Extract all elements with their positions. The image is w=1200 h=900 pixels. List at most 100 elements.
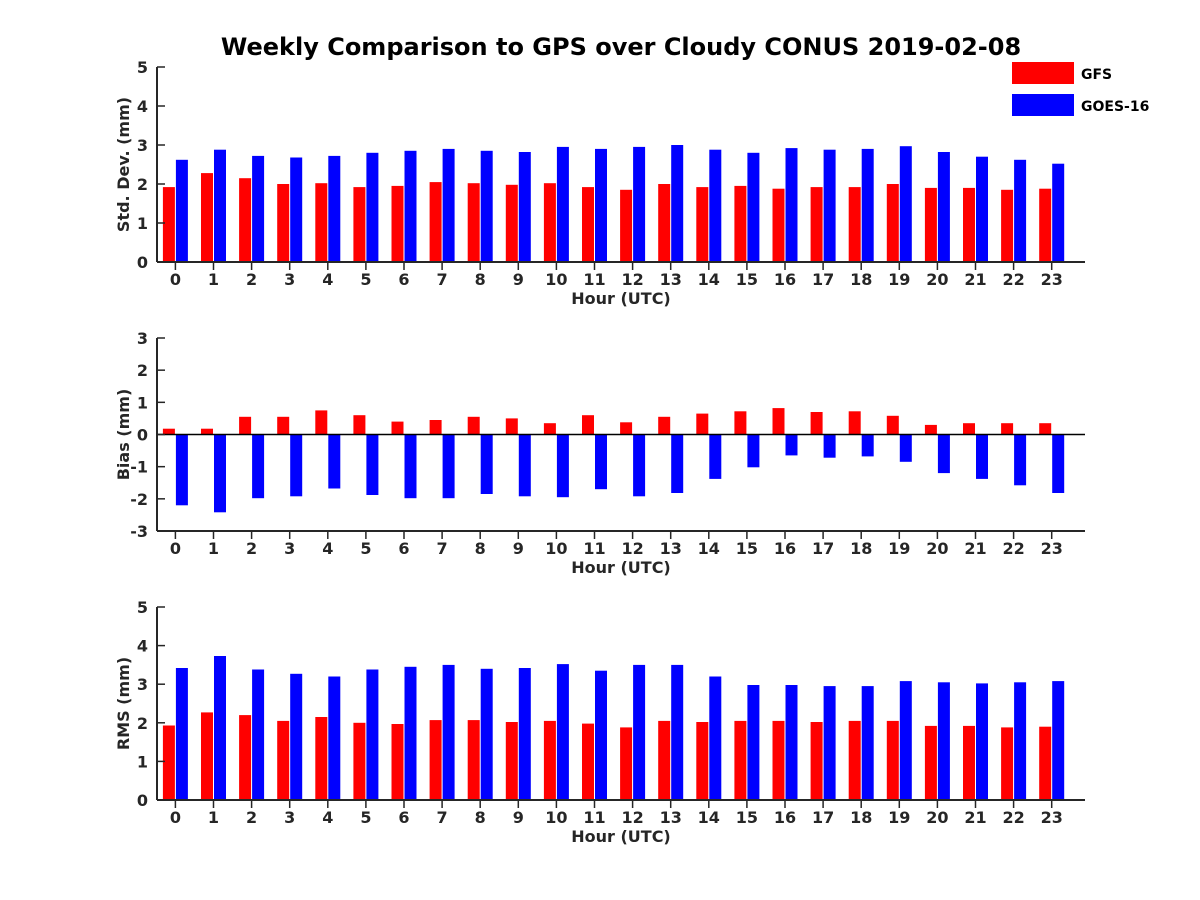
bar-gfs-hour-17	[810, 722, 823, 800]
bar-goes-16-hour-23	[1052, 163, 1065, 262]
bar-gfs-hour-4	[315, 183, 328, 262]
bar-gfs-hour-19	[886, 415, 899, 435]
bar-goes-16-hour-6	[404, 434, 417, 499]
x-tick-label: 16	[774, 808, 796, 827]
bar-goes-16-hour-10	[556, 146, 569, 262]
bar-goes-16-hour-11	[595, 148, 607, 262]
bar-goes-16-hour-22	[1014, 434, 1027, 486]
x-tick-label: 1	[208, 539, 219, 558]
x-tick-label: 15	[736, 270, 758, 289]
bar-gfs-hour-22	[1001, 189, 1014, 262]
bar-goes-16-hour-13	[671, 664, 684, 800]
x-tick-label: 22	[1002, 808, 1024, 827]
x-tick-label: 6	[398, 270, 409, 289]
bar-goes-16-hour-20	[937, 434, 950, 474]
bar-goes-16-hour-3	[290, 434, 303, 497]
x-tick-label: 5	[360, 539, 371, 558]
y-tick-label: 2	[137, 361, 148, 380]
bar-goes-16-hour-19	[899, 146, 912, 262]
x-tick-label: 20	[926, 539, 948, 558]
x-tick-label: 17	[812, 270, 834, 289]
bar-gfs-hour-19	[886, 720, 899, 800]
bar-gfs-hour-3	[277, 720, 290, 800]
x-tick-label: 1	[208, 808, 219, 827]
x-axis-label: Hour (UTC)	[571, 289, 671, 308]
bar-gfs-hour-2	[239, 178, 252, 262]
bar-goes-16-hour-12	[633, 664, 646, 800]
x-tick-label: 22	[1002, 270, 1024, 289]
x-tick-label: 3	[284, 539, 295, 558]
bar-goes-16-hour-1	[214, 149, 226, 262]
x-axis-label: Hour (UTC)	[571, 558, 671, 577]
y-tick-label: 1	[137, 393, 148, 412]
x-tick-label: 8	[475, 808, 486, 827]
bar-goes-16-hour-1	[214, 434, 226, 513]
bar-goes-16-hour-11	[595, 670, 607, 800]
bar-goes-16-hour-4	[328, 155, 341, 262]
bar-gfs-hour-12	[620, 189, 633, 262]
bar-gfs-hour-1	[201, 712, 213, 800]
bar-gfs-hour-21	[963, 187, 975, 262]
bar-goes-16-hour-10	[556, 434, 569, 498]
y-tick-label: -3	[130, 522, 148, 541]
x-tick-label: 0	[170, 808, 181, 827]
bar-gfs-hour-10	[543, 423, 556, 435]
bar-goes-16-hour-22	[1014, 682, 1027, 800]
x-tick-label: 8	[475, 539, 486, 558]
x-tick-label: 1	[208, 270, 219, 289]
x-tick-label: 23	[1041, 270, 1063, 289]
x-tick-label: 21	[964, 539, 986, 558]
bar-gfs-hour-0	[162, 725, 175, 800]
bar-gfs-hour-8	[467, 416, 480, 435]
bar-gfs-hour-11	[582, 415, 594, 435]
bar-gfs-hour-23	[1039, 423, 1052, 435]
bar-gfs-hour-8	[467, 183, 480, 262]
bar-goes-16-hour-8	[480, 150, 493, 262]
x-tick-label: 2	[246, 808, 257, 827]
bar-gfs-hour-18	[848, 411, 861, 435]
bar-gfs-hour-16	[772, 408, 785, 435]
bar-gfs-hour-21	[963, 423, 975, 435]
y-tick-label: 4	[137, 97, 148, 116]
bar-gfs-hour-10	[543, 720, 556, 800]
bar-goes-16-hour-6	[404, 666, 417, 800]
bar-goes-16-hour-3	[290, 673, 303, 800]
x-tick-label: 22	[1002, 539, 1024, 558]
x-tick-label: 8	[475, 270, 486, 289]
x-tick-label: 19	[888, 270, 910, 289]
y-axis-label-bias: Bias (mm)	[114, 389, 133, 481]
bar-gfs-hour-20	[924, 424, 937, 435]
bar-goes-16-hour-0	[175, 668, 188, 800]
x-tick-label: 18	[850, 539, 872, 558]
x-tick-label: 16	[774, 539, 796, 558]
bar-goes-16-hour-16	[785, 148, 798, 262]
bar-gfs-hour-18	[848, 720, 861, 800]
bar-gfs-hour-4	[315, 717, 328, 800]
bar-gfs-hour-3	[277, 416, 290, 435]
bar-gfs-hour-18	[848, 187, 861, 262]
bar-gfs-hour-11	[582, 187, 594, 262]
y-tick-label: 3	[137, 136, 148, 155]
bar-goes-16-hour-19	[899, 434, 912, 462]
x-tick-label: 9	[513, 808, 524, 827]
bar-gfs-hour-20	[924, 725, 937, 800]
x-tick-label: 23	[1041, 808, 1063, 827]
x-tick-label: 19	[888, 808, 910, 827]
bar-goes-16-hour-18	[861, 686, 874, 800]
bar-goes-16-hour-3	[290, 157, 303, 262]
x-tick-label: 9	[513, 539, 524, 558]
x-tick-label: 11	[583, 270, 605, 289]
bar-goes-16-hour-9	[518, 668, 531, 800]
legend-label-gfs: GFS	[1081, 67, 1112, 83]
y-tick-label: 3	[137, 675, 148, 694]
bar-goes-16-hour-22	[1014, 159, 1027, 262]
bar-goes-16-hour-16	[785, 434, 798, 456]
bar-gfs-hour-5	[353, 187, 366, 262]
bar-goes-16-hour-21	[976, 434, 988, 479]
x-tick-label: 18	[850, 270, 872, 289]
bar-gfs-hour-13	[658, 720, 671, 800]
bar-gfs-hour-16	[772, 720, 785, 800]
bar-goes-16-hour-8	[480, 434, 493, 494]
bar-gfs-hour-1	[201, 173, 213, 262]
bar-gfs-hour-17	[810, 412, 823, 435]
